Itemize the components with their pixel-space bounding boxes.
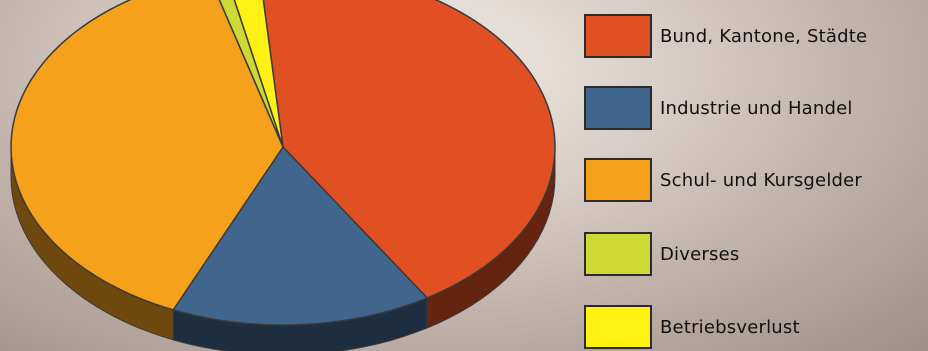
legend-swatch-betriebsverlust [584, 305, 652, 349]
legend-item-diverses: Diverses [584, 232, 739, 276]
legend-label-betriebsverlust: Betriebsverlust [660, 316, 800, 338]
legend-label-schulgelder: Schul- und Kursgelder [660, 169, 863, 191]
legend-swatch-industrie [584, 86, 652, 130]
legend-item-bund: Bund, Kantone, Städte [584, 14, 867, 58]
pie-slices [10, 0, 556, 351]
legend-item-schulgelder: Schul- und Kursgelder [584, 158, 862, 202]
legend-swatch-bund [584, 14, 652, 58]
legend-item-betriebsverlust: Betriebsverlust [584, 305, 800, 349]
pie-slice-bund [262, 0, 556, 299]
legend-label-industrie: Industrie und Handel [660, 97, 853, 119]
legend-label-diverses: Diverses [660, 243, 740, 265]
legend-item-industrie: Industrie und Handel [584, 86, 853, 130]
legend-swatch-schulgelder [584, 158, 652, 202]
legend-label-bund: Bund, Kantone, Städte [660, 25, 868, 47]
pie-slice-betriebsverlust [233, 0, 284, 148]
pie-slice-industrie [172, 146, 428, 326]
pie-slice-schulgelder [10, 0, 284, 311]
legend-swatch-diverses [584, 232, 652, 276]
